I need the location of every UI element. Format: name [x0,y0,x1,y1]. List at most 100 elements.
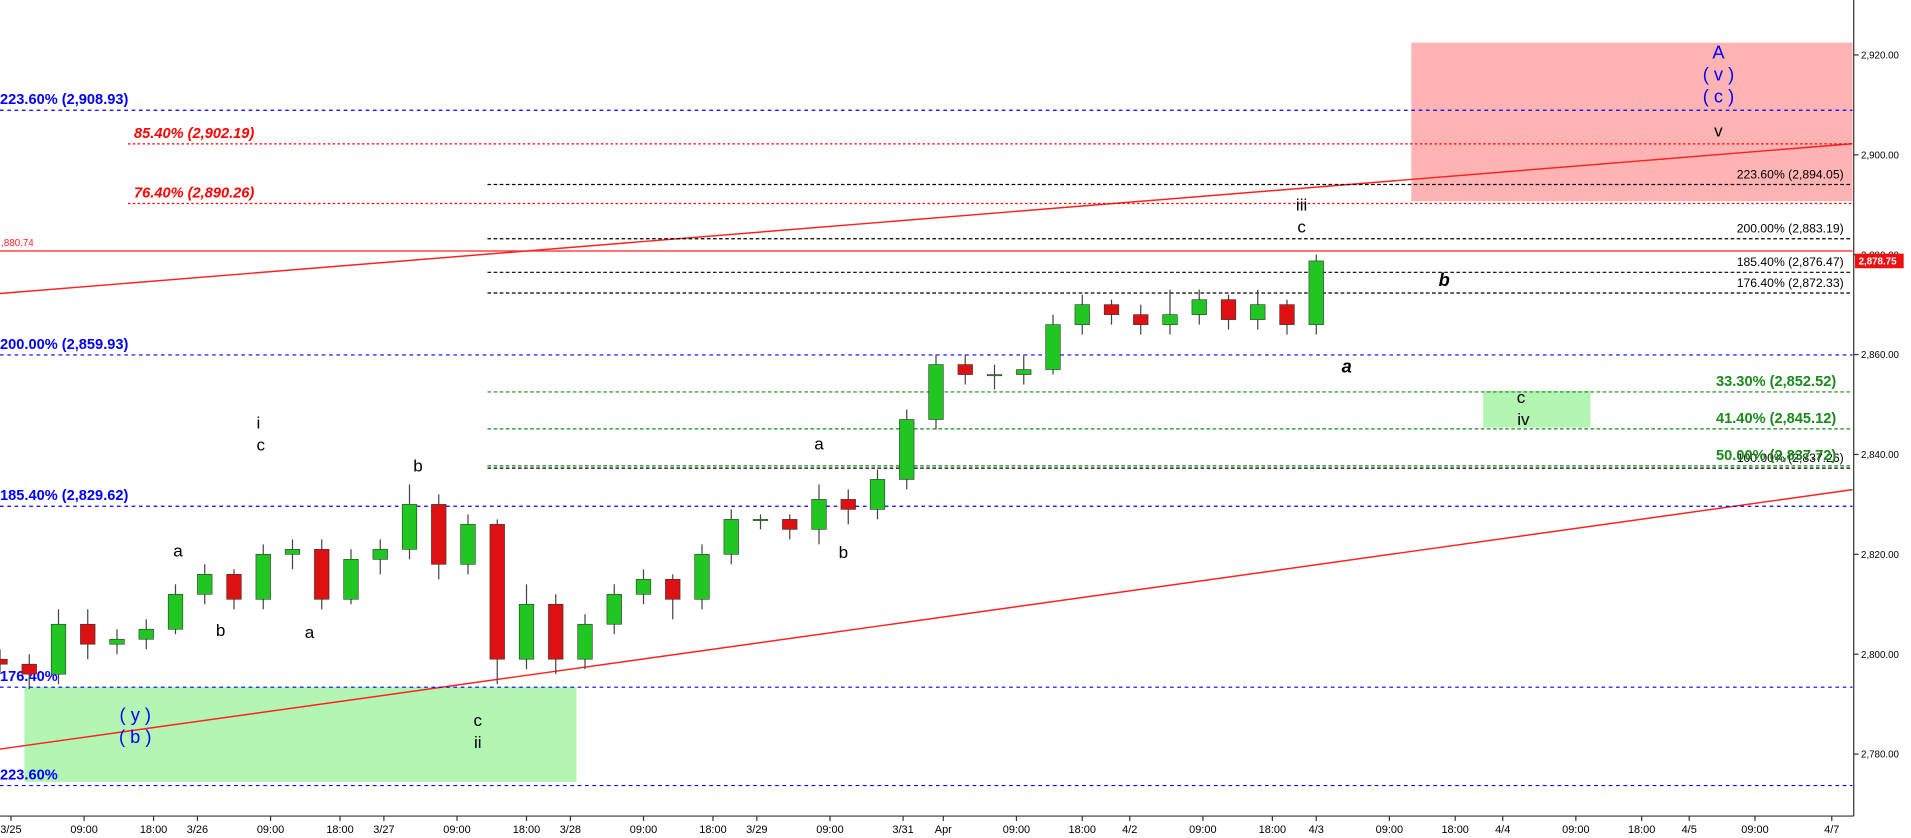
level-label: 185.40% (2,876.47) [1737,255,1844,269]
candle-body [1279,304,1295,325]
level-label: 185.40% (2,829.62) [0,488,129,504]
wave-label: c [1297,218,1306,237]
x-tick-label: 4/7 [1824,824,1839,836]
wave-label: ( v ) [1703,63,1734,84]
candle-body [284,549,301,555]
x-tick-label: 4/2 [1122,824,1137,836]
last-price-label: 2,878.75 [1859,257,1897,268]
x-tick-label: Apr [935,824,952,836]
candle-body [723,519,739,555]
y-tick-label: 2,900.00 [1861,150,1899,161]
candle-body [635,579,652,595]
x-tick-label: 4/3 [1309,824,1324,836]
candle-body [226,574,242,600]
wave-label: c [257,436,266,455]
level-label: 33.30% (2,852.52) [1716,374,1836,390]
candle-body [548,603,564,660]
x-tick-label: 09:00 [816,824,843,836]
candle-body [167,593,184,630]
candle-body [869,479,886,510]
x-tick-label: 3/29 [746,824,767,836]
wave-label: ii [474,733,482,752]
candle-body [80,623,96,645]
candle-body [401,504,418,550]
candle-body [577,623,593,660]
x-tick-label: 18:00 [699,824,726,836]
y-tick-label: 2,920.00 [1861,51,1899,62]
x-tick-label: 18:00 [140,824,167,836]
wave-label: a [814,434,824,453]
candle-body [665,579,681,600]
level-label: 200.00% (2,859.93) [0,337,129,353]
level-label: 223.60% [0,767,58,783]
x-tick-label: 09:00 [1189,824,1216,836]
x-tick-label: 3/28 [560,824,581,836]
candle-body [606,593,622,625]
candle-body [343,559,359,600]
candle-body [928,364,944,420]
candle-body [518,603,535,660]
wave-label: A [1712,41,1725,62]
x-tick-label: 09:00 [1376,824,1403,836]
wave-label: iii [1296,196,1307,215]
trend-line [0,488,1853,750]
y-tick-label: 2,840.00 [1861,450,1899,461]
candle-body [1162,314,1178,325]
y-tick-label: 2,860.00 [1861,350,1899,361]
level-label: 41.40% (2,845.12) [1716,411,1836,427]
candle-body [372,549,388,560]
wave-label: a [305,623,315,642]
x-tick-label: 18:00 [326,824,353,836]
candle-body [255,554,271,600]
x-tick-label: 3/26 [187,824,208,836]
wave-label: b [216,621,225,640]
candle-body [197,574,213,595]
candle-body [431,504,447,565]
trend-line [0,142,1853,295]
price-line-label: ,880.74 [1,238,34,249]
wave-label: a [1342,356,1352,377]
candle-body [986,374,1003,377]
candle-body [489,524,505,660]
x-tick-label: 18:00 [1259,824,1286,836]
wave-label: iv [1517,410,1530,429]
wave-label: b [413,456,422,475]
last-price-tag [1854,253,1904,269]
x-tick-label: 4/4 [1495,824,1510,836]
x-tick-label: 4/5 [1682,824,1697,836]
candle-body [752,519,769,521]
candle-body [811,499,827,530]
y-tick-label: 2,780.00 [1861,750,1899,761]
y-tick-label: 2,820.00 [1861,550,1899,561]
level-label: 223.60% (2,894.05) [1737,167,1844,181]
candle-body [109,638,125,645]
wave-label: ( y ) [120,704,151,725]
candle-body [1103,304,1120,315]
level-label: 85.40% (2,902.19) [134,126,254,142]
wave-label: c [1517,388,1526,407]
wave-label: b [1439,269,1450,290]
candle-body [50,623,67,675]
wave-label: c [473,711,482,730]
x-tick-label: 3/25 [0,824,21,836]
candle-body [1045,324,1061,370]
level-label: 50.00% (2,837.72) [1716,448,1836,464]
support-zone [24,686,577,782]
level-label: 100.00% (2,837.26) [1737,451,1844,465]
x-tick-label: 09:00 [1741,824,1768,836]
candle-body [1220,299,1237,320]
candle-body [1016,369,1032,375]
level-label: 76.40% (2,890.26) [134,185,254,201]
candle-body [840,499,856,510]
candle-body [1191,299,1207,315]
wave-label: i [256,414,260,433]
candle-body [0,658,8,665]
x-tick-label: 09:00 [257,824,284,836]
x-tick-label: 09:00 [70,824,97,836]
candle-body [957,364,973,375]
x-tick-label: 09:00 [630,824,657,836]
level-label: 200.00% (2,883.19) [1737,222,1844,236]
candle-body [21,663,37,675]
wave-label: v [1714,121,1723,140]
